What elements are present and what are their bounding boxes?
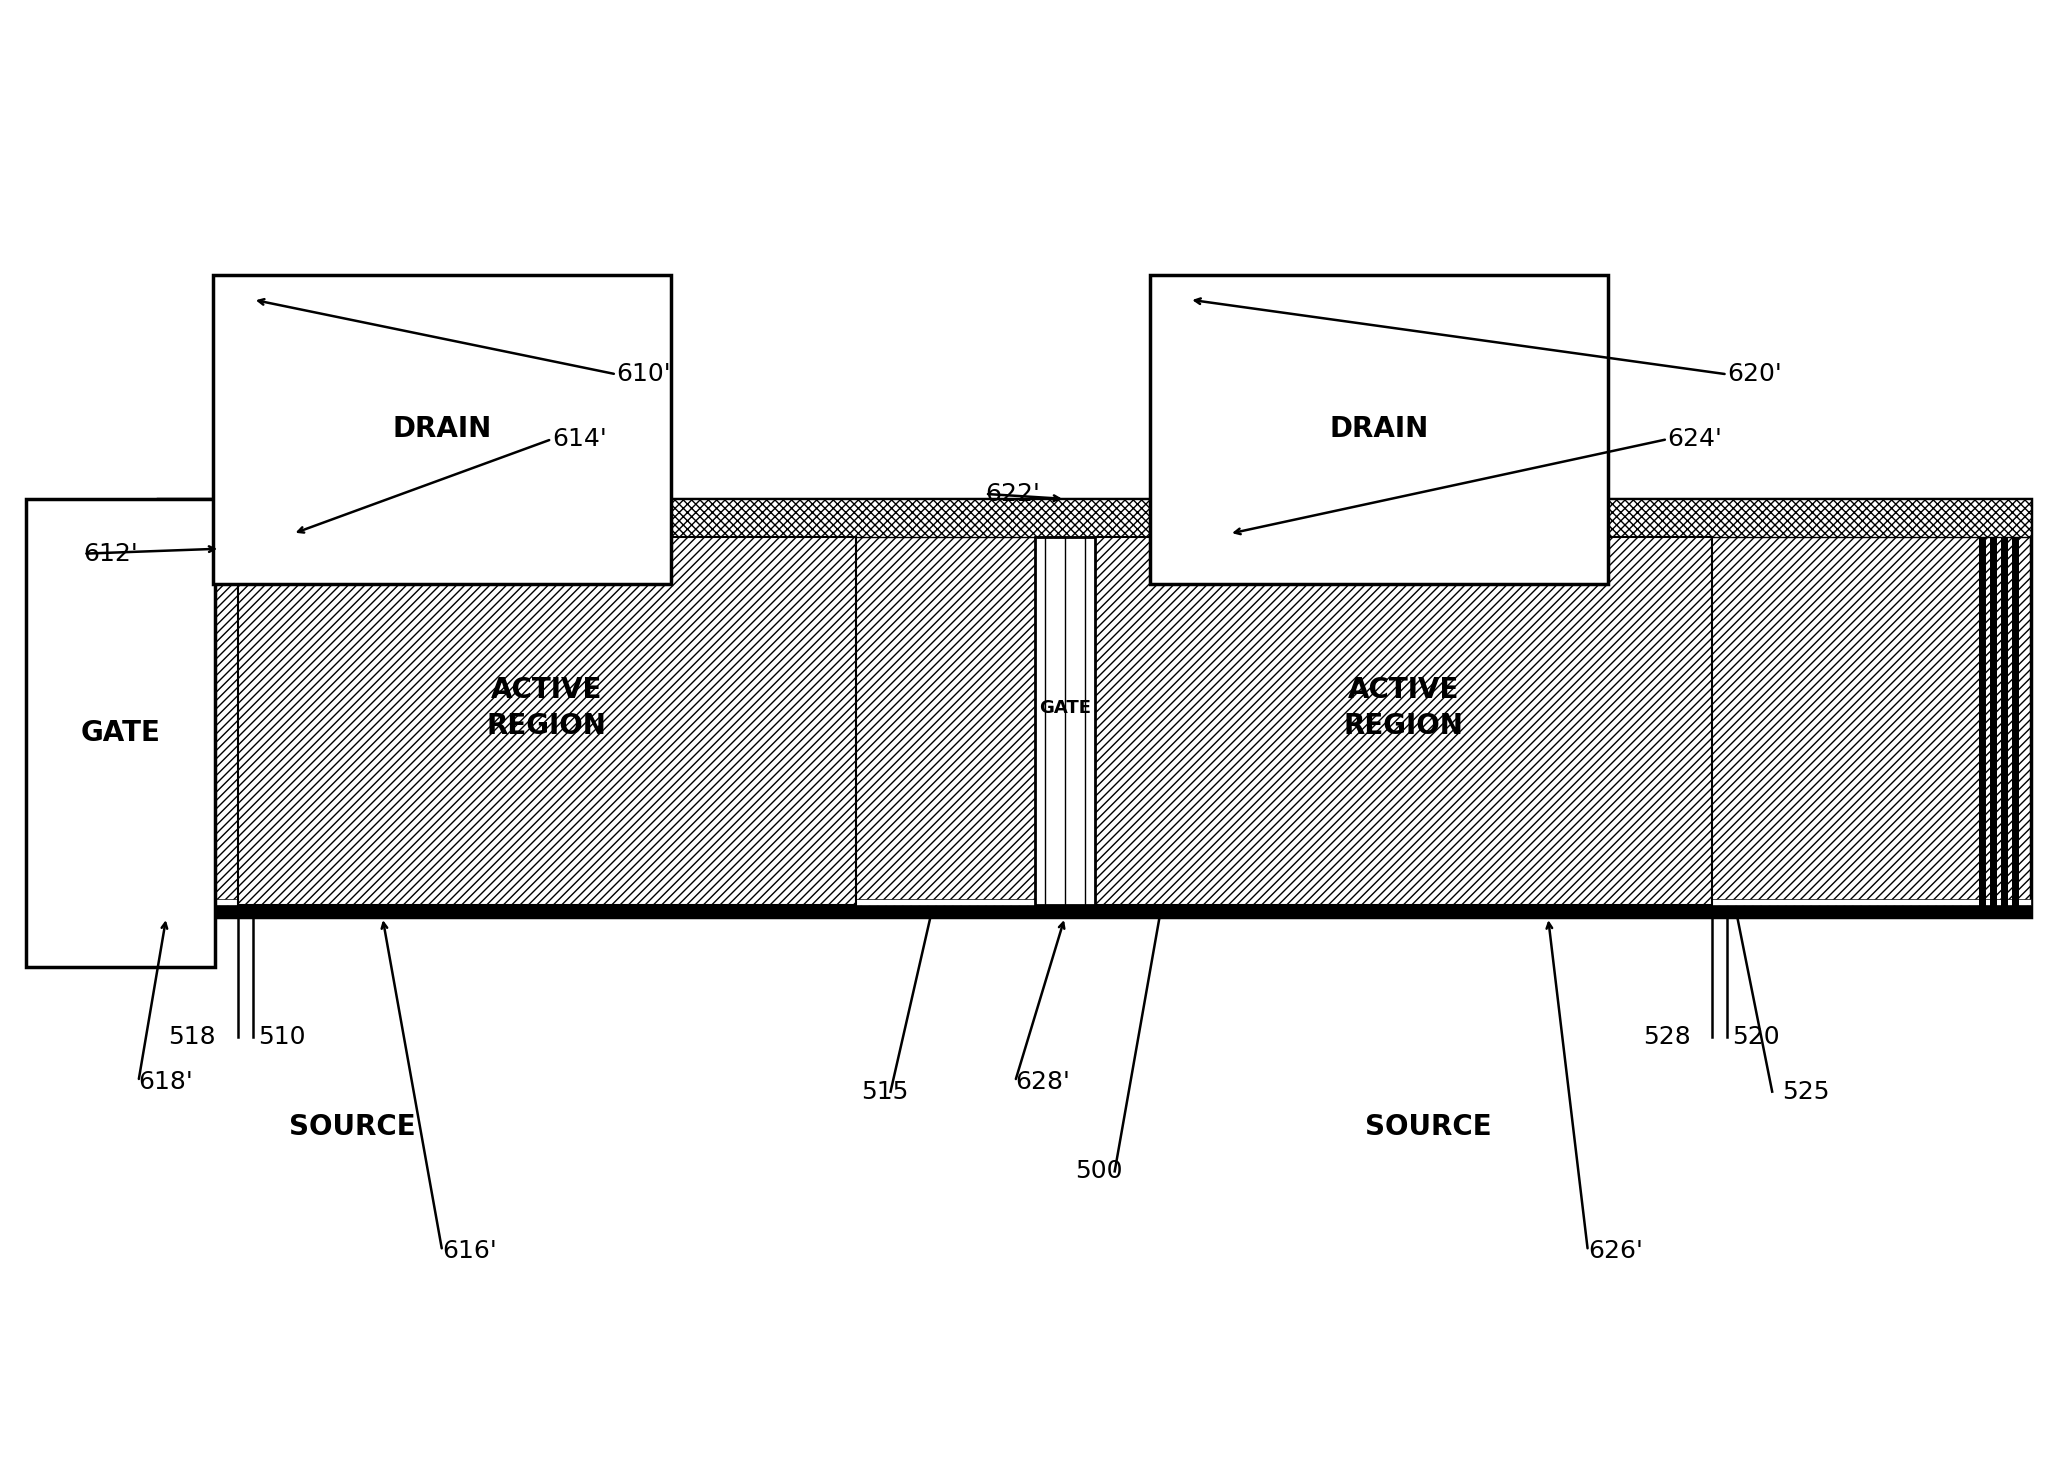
Text: ACTIVE
REGION: ACTIVE REGION	[1344, 675, 1464, 740]
Text: 624': 624'	[1668, 427, 1722, 451]
Bar	[1035, 537, 1095, 906]
Text: DRAIN: DRAIN	[392, 415, 493, 443]
Bar	[192, 537, 198, 918]
Text: 528: 528	[1643, 1025, 1691, 1048]
Bar	[159, 900, 2031, 906]
Text: 518: 518	[169, 1025, 217, 1048]
Text: 510: 510	[258, 1025, 305, 1048]
Text: 515: 515	[860, 1079, 907, 1104]
Bar	[212, 275, 672, 584]
Text: 626': 626'	[1588, 1239, 1643, 1262]
Text: SOURCE: SOURCE	[1365, 1113, 1491, 1141]
Bar	[2013, 537, 2019, 918]
Bar	[1980, 537, 1986, 918]
Bar	[179, 537, 188, 918]
Bar	[27, 499, 214, 967]
Bar	[1149, 275, 1608, 584]
Bar	[159, 499, 2031, 918]
Bar	[2002, 537, 2008, 918]
Bar	[237, 537, 856, 906]
Text: 500: 500	[1074, 1160, 1122, 1183]
Text: GATE: GATE	[1039, 699, 1091, 716]
Text: 612': 612'	[85, 542, 138, 565]
Text: 525: 525	[1782, 1079, 1829, 1104]
Text: DRAIN: DRAIN	[1330, 415, 1429, 443]
Text: 616': 616'	[441, 1239, 497, 1262]
Text: ACTIVE
REGION: ACTIVE REGION	[487, 675, 606, 740]
Bar	[1990, 537, 1998, 918]
Text: 622': 622'	[986, 482, 1039, 506]
Bar	[159, 906, 2031, 918]
Bar	[1095, 537, 1711, 906]
Text: GATE: GATE	[80, 719, 161, 747]
Text: 618': 618'	[138, 1070, 194, 1094]
Bar	[169, 537, 175, 918]
Bar	[159, 499, 2031, 537]
Text: 614': 614'	[553, 427, 606, 451]
Text: 520: 520	[1732, 1025, 1780, 1048]
Text: 610': 610'	[617, 363, 672, 386]
Text: 628': 628'	[1015, 1070, 1070, 1094]
Bar	[159, 537, 165, 918]
Bar	[202, 537, 208, 918]
Text: SOURCE: SOURCE	[289, 1113, 417, 1141]
Text: 620': 620'	[1728, 363, 1782, 386]
